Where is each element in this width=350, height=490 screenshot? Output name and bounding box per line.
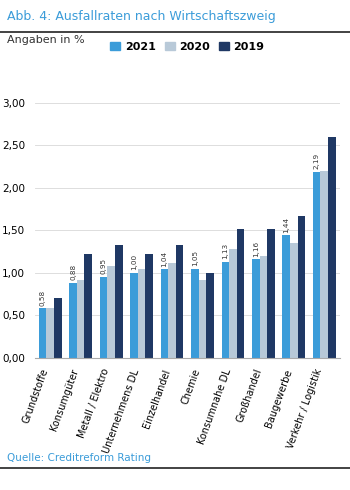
- Bar: [176, 245, 183, 358]
- Bar: [168, 263, 176, 358]
- Bar: [130, 273, 138, 358]
- Text: 2,19: 2,19: [314, 153, 320, 169]
- Bar: [222, 262, 229, 358]
- Text: 0,95: 0,95: [100, 258, 106, 274]
- Bar: [138, 269, 145, 358]
- Bar: [69, 283, 77, 358]
- Bar: [206, 273, 214, 358]
- Text: Abb. 4: Ausfallraten nach Wirtschaftszweig: Abb. 4: Ausfallraten nach Wirtschaftszwe…: [7, 10, 276, 23]
- Bar: [199, 280, 206, 358]
- Text: 0,58: 0,58: [40, 290, 46, 306]
- Bar: [84, 254, 92, 358]
- Text: Angaben in %: Angaben in %: [7, 35, 85, 45]
- Bar: [54, 298, 62, 358]
- Text: 1,44: 1,44: [283, 217, 289, 233]
- Bar: [298, 216, 305, 358]
- Bar: [161, 270, 168, 358]
- Text: 1,13: 1,13: [222, 243, 228, 259]
- Bar: [267, 229, 275, 358]
- Bar: [313, 172, 321, 358]
- Bar: [321, 171, 328, 358]
- Bar: [77, 280, 84, 358]
- Bar: [290, 243, 298, 358]
- Bar: [237, 229, 244, 358]
- Bar: [229, 249, 237, 358]
- Bar: [191, 269, 199, 358]
- Text: 1,04: 1,04: [161, 251, 167, 267]
- Bar: [260, 256, 267, 358]
- Bar: [107, 266, 115, 358]
- Bar: [39, 308, 47, 358]
- Text: 0,88: 0,88: [70, 264, 76, 280]
- Bar: [145, 254, 153, 358]
- Text: 1,05: 1,05: [192, 250, 198, 266]
- Bar: [47, 308, 54, 358]
- Text: 1,16: 1,16: [253, 241, 259, 257]
- Bar: [115, 245, 122, 358]
- Legend: 2021, 2020, 2019: 2021, 2020, 2019: [106, 37, 268, 56]
- Text: 1,00: 1,00: [131, 254, 137, 270]
- Text: Quelle: Creditreform Rating: Quelle: Creditreform Rating: [7, 453, 151, 463]
- Bar: [328, 137, 336, 358]
- Bar: [252, 259, 260, 358]
- Bar: [282, 235, 290, 358]
- Bar: [100, 277, 107, 358]
